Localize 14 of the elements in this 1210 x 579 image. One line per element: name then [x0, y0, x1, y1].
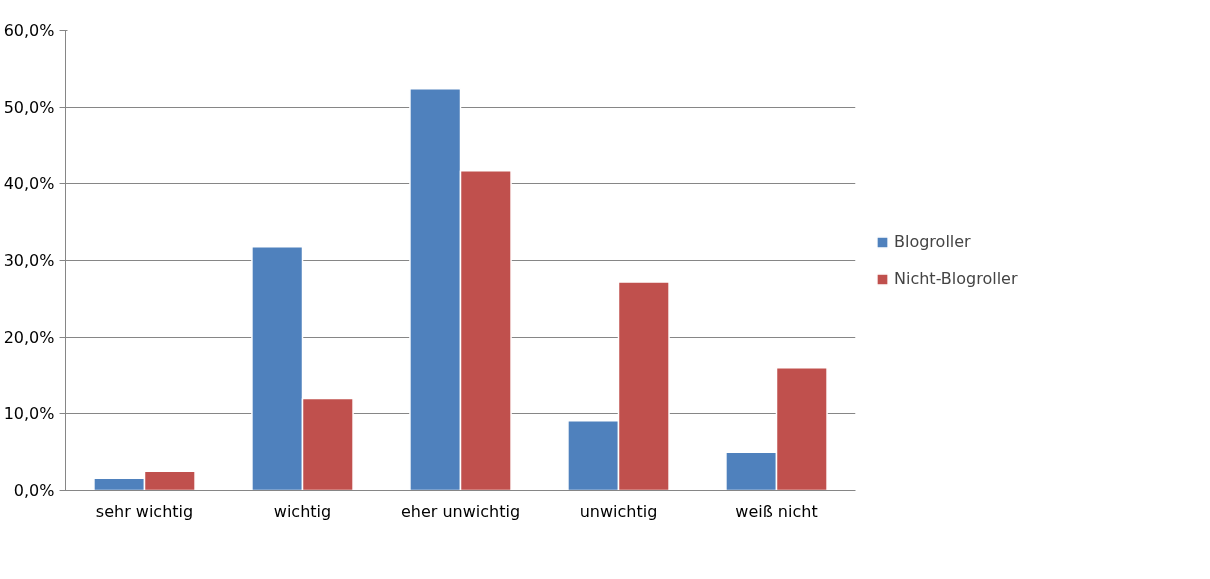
- y-tick-label: 60,0%: [3, 21, 55, 40]
- x-tick-label: eher unwichtig: [400, 501, 521, 521]
- y-tick-label: 20,0%: [3, 327, 55, 347]
- y-tick-label: 10,0%: [3, 404, 55, 424]
- y-tick-label: 30,0%: [3, 251, 55, 270]
- y-tick-label: 0,0%: [13, 481, 55, 500]
- x-tick-label: wichtig: [273, 501, 332, 521]
- legend-label: Nicht-Blogroller: [894, 269, 1018, 288]
- y-tick-label: 50,0%: [3, 97, 55, 117]
- x-tick-label: weiß nicht: [735, 501, 818, 521]
- x-tick-label: unwichtig: [579, 501, 658, 521]
- x-tick-label: sehr wichtig: [95, 501, 194, 521]
- legend-label: Blogroller: [894, 232, 971, 251]
- y-tick-label: 40,0%: [3, 174, 55, 194]
